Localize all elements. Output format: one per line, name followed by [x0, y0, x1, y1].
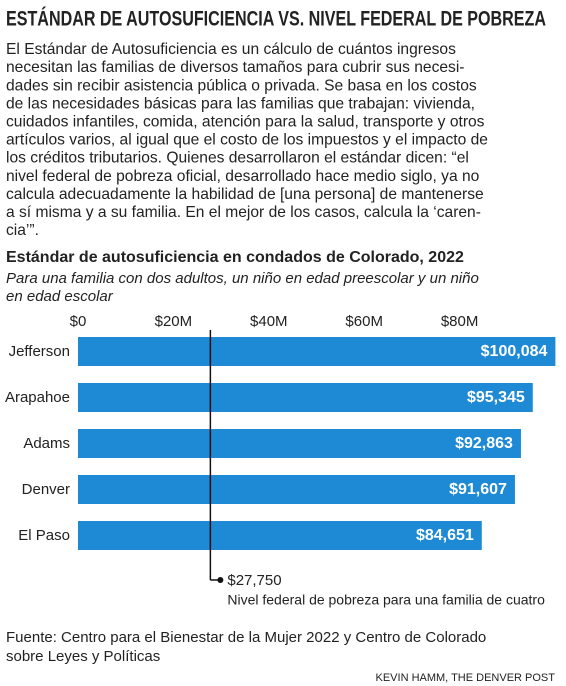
x-tick-label: $80M	[441, 313, 479, 330]
title: ESTÁNDAR DE AUTOSUFICIENCIA VS. NIVEL FE…	[6, 8, 546, 31]
chart-subtitle: Para una familia con dos adultos, un niñ…	[6, 270, 479, 287]
paragraph-line: nivel federal de pobreza oficial, desarr…	[6, 168, 480, 185]
annotation-value: $27,750	[227, 572, 281, 589]
paragraph-line: cia’”.	[6, 222, 39, 239]
category-label: Denver	[22, 481, 70, 498]
category-label: Adams	[23, 435, 70, 452]
source: Fuente: Centro para el Bienestar de la M…	[6, 629, 486, 646]
value-label: $84,651	[416, 527, 474, 544]
credit: KEVIN HAMM, THE DENVER POST	[376, 672, 556, 684]
category-label: El Paso	[18, 527, 70, 544]
bar	[78, 337, 556, 366]
paragraph-line: de las necesidades básicas para las fami…	[6, 95, 475, 112]
paragraph-line: a sí misma y a su familia. En el mejor d…	[6, 204, 481, 221]
paragraph-line: necesitan las familias de diversos tamañ…	[6, 59, 465, 76]
category-label: Jefferson	[9, 343, 70, 360]
bar	[78, 521, 482, 550]
bar	[78, 475, 515, 504]
x-tick-label: $40M	[250, 313, 288, 330]
poverty-dot	[217, 577, 224, 583]
chart-subtitle: en edad escolar	[6, 288, 114, 305]
paragraph-line: los créditos tributarios. Quienes desarr…	[6, 150, 469, 167]
value-label: $91,607	[449, 481, 507, 498]
paragraph-line: dades sin recibir asistencia pública o p…	[6, 77, 477, 94]
bar	[78, 429, 521, 458]
paragraph-line: artículos varios, al igual que el costo …	[6, 132, 488, 149]
chart-title: Estándar de autosuficiencia en condados …	[6, 249, 464, 266]
bar	[78, 383, 533, 412]
paragraph-line: calcula adecuadamente la habilidad de [u…	[6, 186, 484, 203]
source: sobre Leyes y Políticas	[6, 648, 160, 665]
paragraph-line: cuidados infantiles, comida, atención pa…	[6, 114, 485, 131]
value-label: $95,345	[467, 389, 525, 406]
x-tick-label: $0	[70, 313, 87, 330]
x-tick-label: $60M	[345, 313, 383, 330]
x-tick-label: $20M	[155, 313, 193, 330]
value-label: $100,084	[481, 343, 548, 360]
value-label: $92,863	[455, 435, 513, 452]
annotation-text: Nivel federal de pobreza para una famili…	[227, 592, 545, 608]
category-label: Arapahoe	[5, 389, 70, 406]
paragraph-line: El Estándar de Autosuficiencia es un cál…	[6, 41, 456, 58]
